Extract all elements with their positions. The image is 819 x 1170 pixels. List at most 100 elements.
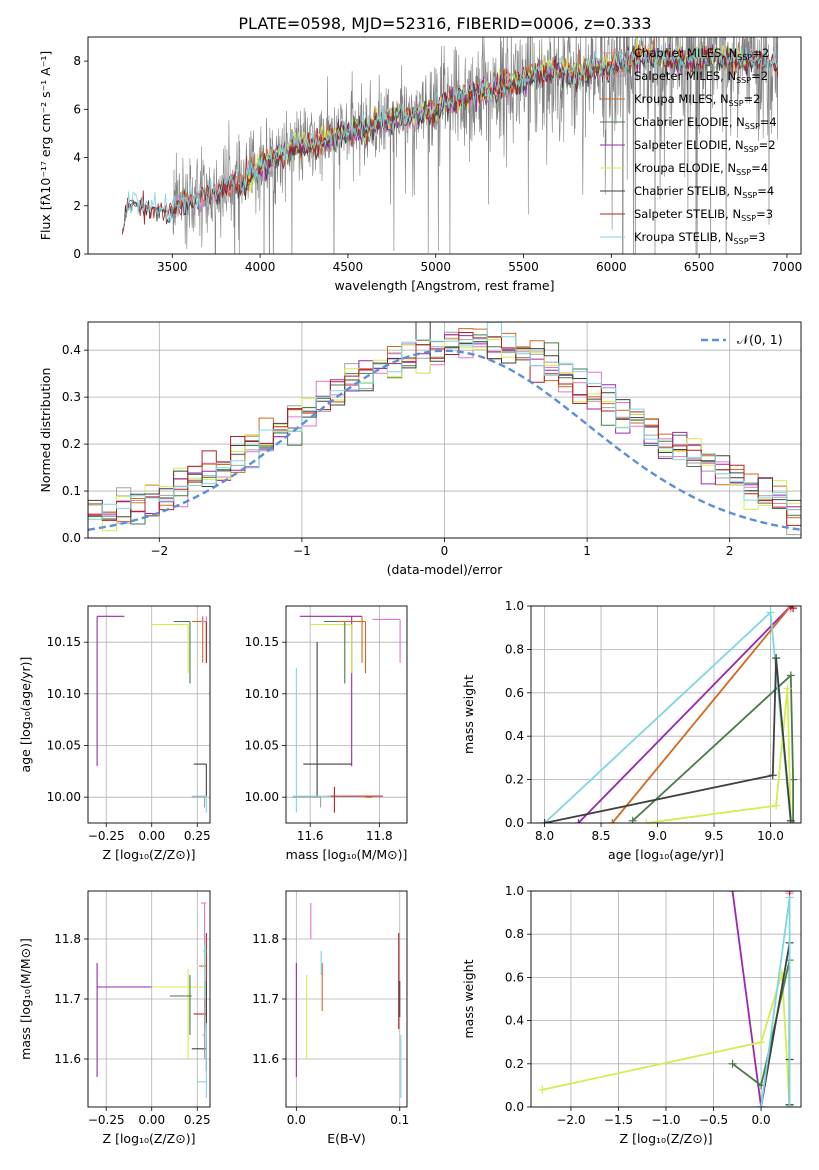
plot-area-age_vs_Z [96, 615, 207, 813]
y-tick-label: 8 [73, 54, 81, 68]
y-tick-label: 10.05 [47, 739, 81, 753]
x-axis-label: Z [log₁₀(Z/Z⊙)] [103, 847, 196, 862]
point-salpeter_miles [372, 618, 401, 663]
figure-title: PLATE=0598, MJD=52316, FIBERID=0006, z=0… [238, 14, 651, 33]
axes-frame [285, 605, 408, 824]
x-axis-label: Z [log₁₀(Z/Z⊙)] [103, 1131, 196, 1146]
point-kroupa_elodie [151, 624, 189, 674]
y-tick-label: 0.4 [62, 343, 81, 357]
x-tick-label: 11.8 [366, 829, 393, 843]
weight-marker-kroupa_stelib [785, 1103, 794, 1107]
legend-entry: Chabrier MILES, NSSP=2 [634, 46, 769, 62]
x-axis-label: (data-model)/error [387, 562, 504, 577]
x-tick-label: 2 [726, 544, 734, 558]
plot-area-spectrum [121, 37, 779, 254]
point-kroupa_miles [199, 957, 207, 1011]
y-tick-label: 0.8 [505, 927, 524, 941]
y-tick-label: 11.6 [54, 1052, 81, 1066]
panel-spectrum: 3500 4000 4500 5000 5500 6000 6500 7000 0 2 4 6 8 wav… [38, 36, 803, 293]
y-tick-label: 11.7 [54, 992, 81, 1006]
y-axis-label: Flux [fλ10⁻¹⁷ erg cm⁻² s⁻¹ A⁻¹] [38, 51, 53, 240]
point-chabrier_elodie [173, 620, 191, 684]
panel-age_vs_mass: 11.6 11.8 10.00 10.05 10.10 10.15 mass [log₁₀(… [245, 605, 408, 862]
axes-frame [87, 890, 211, 1108]
x-tick-label: 4500 [333, 260, 364, 274]
y-tick-label: 6 [73, 102, 81, 116]
panel-mass_weight_vs_Z: −2.0 −1.5 −1.0 −0.5 0.0 0.0 0.2 0.4 0.6 0.8 1.0 Z [… [461, 884, 802, 1146]
weight-line-kroupa_stelib [760, 897, 791, 1107]
x-tick-label: 5000 [420, 260, 451, 274]
x-tick-label: 0.0 [287, 1113, 306, 1127]
y-tick-label: 11.8 [252, 932, 279, 946]
axes-frame [87, 321, 802, 539]
x-axis-label: E(B-V) [327, 1131, 366, 1146]
weight-marker-kroupa_stelib [766, 608, 775, 617]
weight-marker-kroupa_elodie [757, 1038, 766, 1047]
gaussian-legend-label: 𝒩(0, 1) [737, 332, 783, 347]
y-tick-label: 0.2 [505, 773, 524, 787]
point-salpeter_miles [200, 616, 207, 663]
weight-marker-salpeter_stelib [785, 891, 794, 895]
y-tick-label: 1.0 [505, 599, 524, 613]
weight-marker-kroupa_elodie [538, 1085, 547, 1094]
weight-marker-kroupa_stelib [757, 1103, 766, 1107]
x-tick-label: 0.25 [184, 829, 211, 843]
weight-line-kroupa_elodie [646, 688, 792, 823]
plot-area-mass_weight_vs_Z [538, 891, 794, 1107]
x-tick-label: −0.25 [88, 829, 125, 843]
x-tick-label: 10.0 [757, 829, 784, 843]
y-axis-label: mass [log₁₀(M/M⊙)] [18, 938, 33, 1060]
x-tick-label: 9.5 [704, 829, 723, 843]
panel-residuals: −2 −1 0 1 2 0.0 0.1 0.2 0.3 0.4 (data-model)/error… [38, 321, 802, 577]
x-tick-label: 0.1 [390, 1113, 409, 1127]
spectrum-legend: Chabrier MILES, NSSP=2 Salpeter MILES, NS… [600, 46, 777, 246]
point-chabrier_miles [292, 796, 322, 808]
weight-marker-kroupa_miles [608, 819, 617, 823]
axes-frame [530, 605, 802, 824]
weight-marker-chabrier_elodie [628, 816, 637, 823]
weight-marker-kroupa_elodie [642, 819, 651, 823]
y-tick-label: 10.15 [47, 635, 81, 649]
y-tick-label: 0.4 [505, 1014, 524, 1028]
weight-marker-chabrier_elodie [786, 671, 795, 680]
point-salpeter_stelib [327, 786, 383, 813]
point-kroupa_elodie [151, 969, 207, 1059]
point-chabrier_miles [191, 796, 206, 808]
y-tick-label: 10.00 [47, 790, 81, 804]
point-salpeter_elodie [299, 615, 363, 767]
point-kroupa_stelib [202, 945, 207, 999]
point-kroupa_miles [364, 621, 373, 798]
y-tick-label: 0.6 [505, 686, 524, 700]
plot-area-mass_weight_vs_age [540, 606, 798, 823]
point-salpeter_elodie [96, 963, 152, 1077]
point-kroupa_miles [337, 616, 366, 663]
x-axis-label: age [log₁₀(age/yr)] [608, 847, 724, 862]
plot-area-mass_vs_Z [96, 902, 207, 1098]
y-tick-label: 10.10 [47, 687, 81, 701]
y-tick-label: 0.4 [505, 729, 524, 743]
weight-marker-salpeter_stelib [789, 606, 798, 613]
x-tick-label: 7000 [772, 260, 803, 274]
weight-marker-kroupa_elodie [783, 684, 792, 693]
x-tick-label: −0.5 [699, 1113, 728, 1127]
y-tick-label: 0.0 [505, 816, 524, 830]
x-tick-label: −0.25 [88, 1113, 125, 1127]
x-tick-label: −1.5 [604, 1113, 633, 1127]
weight-marker-salpeter_elodie [728, 891, 737, 895]
weight-marker-chabrier_stelib [772, 654, 781, 663]
y-tick-label: 0.1 [62, 484, 81, 498]
weight-marker-kroupa_elodie [772, 801, 781, 810]
y-tick-label: 0.2 [505, 1057, 524, 1071]
x-tick-label: 0.00 [138, 1113, 165, 1127]
x-tick-label: 11.6 [297, 829, 324, 843]
x-tick-label: −2 [150, 544, 168, 558]
axes-frame [87, 36, 802, 255]
y-tick-label: 2 [73, 199, 81, 213]
y-tick-label: 0 [73, 247, 81, 261]
y-axis-label: Normed distribution [38, 368, 53, 493]
plot-area-age_vs_mass [292, 615, 401, 813]
x-tick-label: 4000 [245, 260, 276, 274]
y-axis-label: mass weight [461, 675, 476, 754]
x-tick-label: −1 [293, 544, 311, 558]
